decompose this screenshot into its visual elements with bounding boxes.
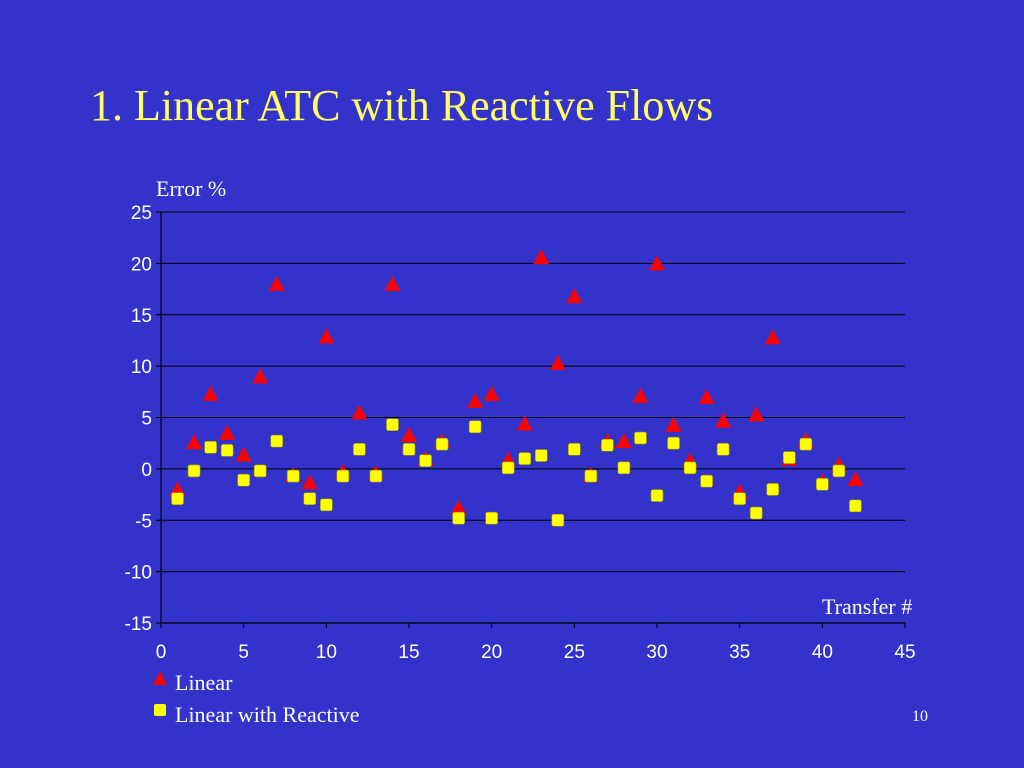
- linear-with-reactive-point: [353, 443, 366, 456]
- slide-title: 1. Linear ATC with Reactive Flows: [90, 81, 714, 130]
- linear-point: [202, 385, 219, 401]
- y-tick-label: 20: [131, 254, 152, 275]
- y-axis-label: Error %: [156, 176, 227, 201]
- linear-with-reactive-point: [187, 464, 201, 478]
- linear-point: [219, 424, 236, 440]
- linear-with-reactive-point: [435, 437, 449, 451]
- red-triangle-icon: [153, 671, 167, 685]
- linear-with-reactive-point: [782, 451, 796, 464]
- linear-with-reactive-point: [320, 498, 333, 512]
- linear-with-reactive-point: [667, 436, 680, 450]
- linear-point: [235, 446, 252, 462]
- linear-with-reactive-point: [452, 511, 465, 525]
- linear-with-reactive-point: [766, 483, 780, 496]
- linear-point: [268, 275, 285, 291]
- linear-with-reactive-point: [468, 420, 482, 434]
- linear-point: [483, 385, 500, 401]
- x-tick-label: 30: [646, 642, 667, 663]
- linear-with-reactive-point: [303, 492, 317, 505]
- linear-with-reactive-point: [832, 464, 846, 478]
- linear-with-reactive-point: [733, 492, 746, 505]
- linear-with-reactive-point: [816, 477, 829, 491]
- yellow-square-icon: [154, 704, 166, 716]
- linear-point: [533, 249, 550, 265]
- y-tick-label: 0: [141, 460, 152, 481]
- linear-with-reactive-point: [419, 454, 432, 467]
- linear-point: [384, 275, 401, 291]
- y-tick-label: 5: [141, 409, 152, 430]
- linear-with-reactive-point: [501, 461, 515, 475]
- linear-with-reactive-point: [485, 511, 498, 525]
- linear-point: [252, 368, 269, 384]
- linear-point: [450, 499, 467, 515]
- linear-point: [764, 329, 781, 345]
- linear-with-reactive-point: [601, 438, 614, 452]
- linear-with-reactive-point: [336, 469, 350, 483]
- x-tick-label: 5: [238, 642, 249, 663]
- linear-with-reactive-point: [551, 513, 565, 527]
- legend-label-linear: Linear: [175, 670, 233, 695]
- x-tick-label: 15: [398, 642, 419, 663]
- x-tick-label: 45: [894, 642, 915, 663]
- linear-point: [665, 416, 682, 432]
- x-axis-label: Transfer #: [822, 594, 913, 619]
- y-tick-label: -5: [135, 511, 152, 532]
- legend-label-linear-with-reactive: Linear with Reactive: [175, 702, 360, 727]
- linear-with-reactive-point: [204, 440, 217, 454]
- linear-point: [467, 393, 484, 409]
- linear-point: [566, 288, 583, 304]
- linear-point: [615, 433, 632, 449]
- linear-with-reactive-point: [584, 469, 598, 483]
- linear-with-reactive-point: [270, 434, 284, 448]
- linear-with-reactive-point: [650, 489, 664, 502]
- linear-point: [351, 404, 368, 420]
- linear-point: [649, 255, 665, 271]
- linear-with-reactive-point: [534, 449, 548, 462]
- linear-point: [715, 412, 732, 428]
- linear-with-reactive-point: [716, 443, 730, 456]
- linear-with-reactive-point: [634, 431, 647, 445]
- x-tick-label: 25: [564, 642, 585, 663]
- x-tick-label: 20: [481, 642, 502, 663]
- y-tick-label: -15: [125, 614, 152, 635]
- linear-with-reactive-point: [700, 474, 713, 488]
- linear-with-reactive-point: [171, 492, 184, 505]
- y-tick-label: -10: [125, 563, 152, 584]
- linear-with-reactive-point: [253, 464, 267, 478]
- linear-point: [549, 355, 566, 371]
- linear-point: [632, 387, 649, 403]
- linear-with-reactive-point: [683, 461, 697, 475]
- x-tick-label: 40: [812, 642, 833, 663]
- linear-point: [748, 406, 765, 422]
- linear-with-reactive-point: [402, 443, 416, 456]
- linear-point: [318, 328, 335, 344]
- linear-with-reactive-point: [386, 418, 399, 431]
- linear-with-reactive-point: [369, 469, 383, 483]
- linear-with-reactive-point: [286, 469, 300, 483]
- linear-with-reactive-point: [518, 452, 532, 465]
- linear-with-reactive-point: [849, 499, 862, 513]
- linear-point: [301, 474, 318, 490]
- linear-point: [847, 471, 864, 487]
- linear-with-reactive-point: [749, 506, 763, 520]
- linear-with-reactive-point: [617, 461, 631, 475]
- linear-point: [516, 415, 533, 431]
- linear-with-reactive-point: [568, 443, 581, 456]
- y-tick-label: 25: [131, 203, 152, 224]
- linear-with-reactive-point: [799, 437, 813, 451]
- x-tick-label: 35: [729, 642, 750, 663]
- y-tick-label: 10: [131, 357, 152, 378]
- x-tick-label: 0: [156, 642, 167, 663]
- linear-point: [186, 434, 203, 450]
- y-tick-label: 15: [131, 306, 152, 327]
- linear-point: [401, 426, 417, 442]
- page-number: 10: [912, 708, 928, 725]
- linear-with-reactive-point: [220, 444, 234, 457]
- linear-point: [698, 388, 715, 404]
- linear-with-reactive-point: [237, 473, 250, 487]
- x-tick-label: 10: [316, 642, 337, 663]
